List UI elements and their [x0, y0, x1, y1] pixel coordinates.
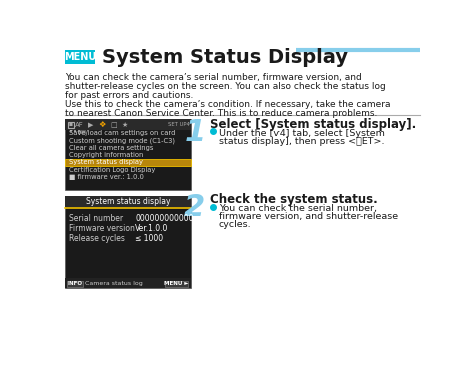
FancyBboxPatch shape [164, 280, 188, 286]
Text: Certification Logo Display: Certification Logo Display [69, 167, 155, 173]
Text: Camera status log: Camera status log [85, 281, 143, 286]
Text: •••: ••• [69, 129, 81, 135]
Text: 2: 2 [184, 193, 206, 223]
Text: System status display: System status display [86, 197, 171, 206]
Text: ≤ 1000: ≤ 1000 [135, 234, 164, 243]
FancyBboxPatch shape [65, 119, 191, 190]
Text: firmware version, and shutter-release: firmware version, and shutter-release [219, 212, 398, 221]
Text: ❖: ❖ [98, 120, 106, 129]
Text: Serial number: Serial number [69, 214, 123, 223]
Text: You can check the camera’s serial number, firmware version, and: You can check the camera’s serial number… [65, 73, 362, 82]
FancyBboxPatch shape [65, 50, 95, 64]
Text: Use this to check the camera’s condition. If necessary, take the camera: Use this to check the camera’s condition… [65, 100, 391, 109]
Text: MENU: MENU [64, 52, 96, 62]
Text: 000000000000: 000000000000 [135, 214, 194, 223]
Text: □: □ [110, 122, 117, 128]
Text: Custom shooting mode (C1-C3): Custom shooting mode (C1-C3) [69, 137, 174, 144]
Text: INFO: INFO [67, 281, 82, 286]
Text: Under the [ѵ4] tab, select [System: Under the [ѵ4] tab, select [System [219, 129, 385, 138]
Text: Clear all camera settings: Clear all camera settings [69, 145, 153, 151]
Text: to nearest Canon Service Center. This is to reduce camera problems.: to nearest Canon Service Center. This is… [65, 109, 378, 118]
FancyBboxPatch shape [78, 131, 86, 134]
FancyBboxPatch shape [65, 278, 191, 288]
Text: 1: 1 [184, 118, 206, 147]
Text: Check the system status.: Check the system status. [210, 193, 378, 206]
Text: You can check the serial number,: You can check the serial number, [219, 204, 377, 213]
FancyBboxPatch shape [65, 119, 191, 131]
Text: Copyright information: Copyright information [69, 152, 143, 158]
FancyBboxPatch shape [65, 159, 191, 166]
Text: Firmware version: Firmware version [69, 224, 135, 233]
Text: Release cycles: Release cycles [69, 234, 125, 243]
Text: ▶: ▶ [88, 122, 93, 128]
Text: cycles.: cycles. [219, 220, 252, 229]
Text: shutter-release cycles on the screen. You can also check the status log: shutter-release cycles on the screen. Yo… [65, 82, 386, 91]
Text: status display], then press <ⓂET>.: status display], then press <ⓂET>. [219, 137, 384, 145]
Text: SET UP4: SET UP4 [168, 122, 190, 128]
Text: Save/load cam settings on card: Save/load cam settings on card [69, 130, 175, 136]
Text: System status display: System status display [69, 159, 143, 165]
Text: Ver.1.0.0: Ver.1.0.0 [135, 224, 169, 233]
Text: ★: ★ [122, 122, 128, 128]
Text: ■ firmware ver.: 1.0.0: ■ firmware ver.: 1.0.0 [69, 174, 144, 180]
Text: for past errors and cautions.: for past errors and cautions. [65, 91, 194, 100]
Text: MENU ►: MENU ► [164, 281, 189, 286]
Text: ■: ■ [69, 123, 73, 127]
FancyBboxPatch shape [65, 196, 191, 288]
FancyBboxPatch shape [67, 280, 82, 286]
Text: Select [System status display].: Select [System status display]. [210, 118, 417, 131]
FancyBboxPatch shape [65, 196, 191, 207]
Text: AF: AF [75, 122, 84, 128]
Text: System Status Display: System Status Display [102, 48, 348, 67]
